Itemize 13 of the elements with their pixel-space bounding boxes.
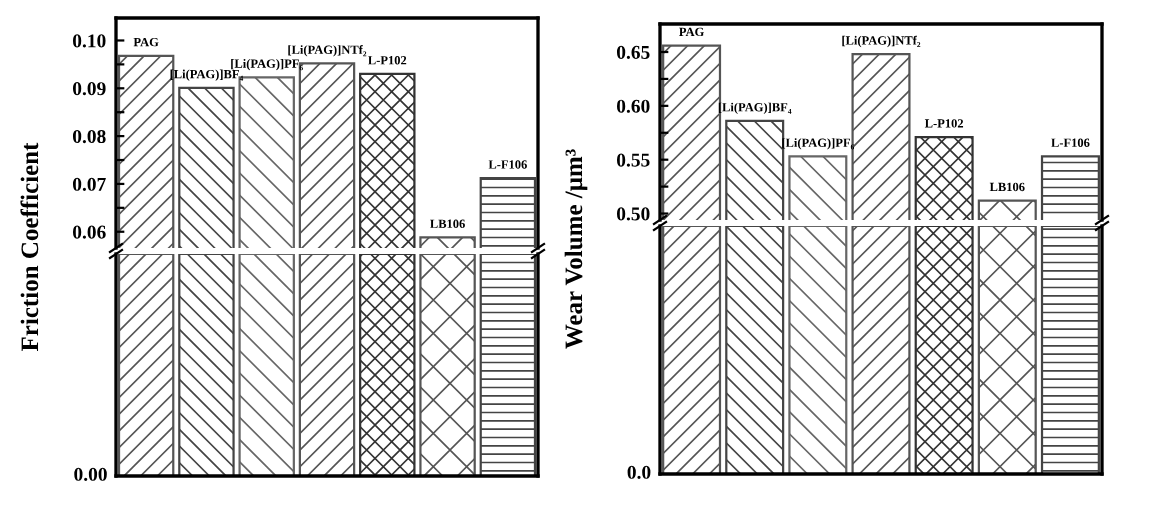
y-tick-label: 0.55 — [616, 153, 650, 167]
y-tick-label: 0.09 — [72, 82, 106, 96]
y-tick-label: 0.06 — [72, 225, 106, 239]
text: 0.0 — [627, 465, 651, 479]
y-tick-label: 0.10 — [72, 34, 106, 48]
y-tick-label: 0.50 — [616, 207, 650, 221]
y-axis-title: Friction Coefficient — [20, 142, 39, 352]
y-axis-title: Wear Volume /μm³ — [564, 149, 588, 349]
y-tick-label: 0.07 — [72, 177, 106, 191]
y-tick-label: 0.60 — [616, 99, 650, 113]
text: 0.00 — [74, 467, 107, 481]
y-tick-label: 0.08 — [72, 129, 106, 144]
y-tick-label: 0.65 — [616, 45, 650, 60]
